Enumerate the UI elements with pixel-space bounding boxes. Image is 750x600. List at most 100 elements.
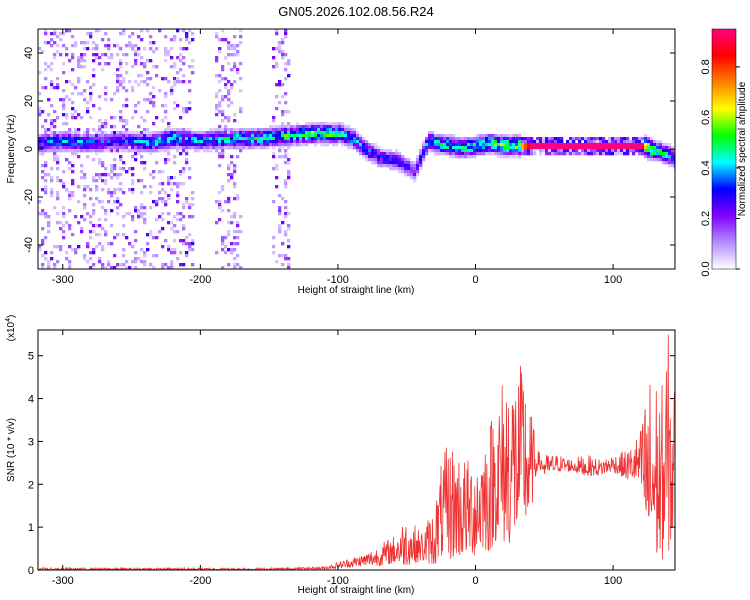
spectrogram-cell xyxy=(92,149,96,153)
spectrogram-cell xyxy=(284,128,288,132)
spectrogram-cell xyxy=(497,155,501,159)
spectrogram-cell xyxy=(485,152,489,156)
spectrogram-cell xyxy=(521,152,525,156)
spectrogram-cell xyxy=(62,122,66,126)
spectrogram-cell xyxy=(287,176,291,180)
spectrogram-cell xyxy=(71,191,75,195)
spectrogram-cell xyxy=(128,80,132,84)
spectrogram-cell xyxy=(674,164,675,168)
spectrogram-cell xyxy=(425,149,429,153)
spectrogram-cell xyxy=(80,170,84,174)
spectrogram-cell xyxy=(41,170,45,174)
spectrogram-cell xyxy=(119,137,123,141)
spectrogram-cell xyxy=(143,62,147,66)
spectrogram-cell xyxy=(125,236,129,240)
spectrogram-cell xyxy=(587,149,591,153)
spectrogram-cell xyxy=(398,164,402,168)
spectrogram-cell xyxy=(236,194,240,198)
spectrogram-cell xyxy=(302,143,306,147)
spectrogram-cell xyxy=(323,131,327,135)
spectrogram-cell xyxy=(206,134,210,138)
spectrogram-cell xyxy=(155,140,159,144)
spectrogram-cell xyxy=(221,95,225,99)
spectrogram-cell xyxy=(161,137,165,141)
spectrogram-cell xyxy=(224,128,228,132)
spectrogram-cell xyxy=(377,152,381,156)
spectrogram-cell xyxy=(290,128,294,132)
colorbar-tick-label: 0.0 xyxy=(700,261,712,276)
spectrogram-cell xyxy=(167,158,171,162)
spectrogram-cell xyxy=(188,29,192,33)
spectrogram-cell xyxy=(533,140,537,144)
spectrogram-cell xyxy=(167,149,171,153)
spectrogram-cell xyxy=(164,35,168,39)
spectrogram-cell xyxy=(95,47,99,51)
spectrogram-cell xyxy=(68,260,72,264)
spectrogram-cell xyxy=(287,146,291,150)
spectrogram-cell xyxy=(86,260,90,264)
spectrogram-cell xyxy=(104,233,108,237)
spectrogram-cell xyxy=(86,149,90,153)
spectrogram-cell xyxy=(479,152,483,156)
spectrogram-cell xyxy=(104,98,108,102)
spectrogram-cell xyxy=(110,224,114,228)
spectrogram-cell xyxy=(98,260,102,264)
spectrogram-cell xyxy=(287,212,291,216)
spectrogram-cell xyxy=(164,77,168,81)
spectrogram-cell xyxy=(233,53,237,57)
spectrogram-cell xyxy=(113,131,117,135)
spectrogram-cell xyxy=(92,209,96,213)
spectrogram-cell xyxy=(275,185,279,189)
spectrogram-cell xyxy=(173,131,177,135)
spectrogram-cell xyxy=(104,92,108,96)
spectrogram-cell xyxy=(233,248,237,252)
spectrogram-cell xyxy=(497,149,501,153)
spectrogram-cell xyxy=(260,128,264,132)
spectrogram-cell xyxy=(173,137,177,141)
spectrogram-cell xyxy=(599,146,603,150)
spectrogram-cell xyxy=(482,143,486,147)
snr-frame xyxy=(37,329,676,571)
spectrogram-cell xyxy=(188,167,192,171)
spectrogram-cell xyxy=(92,41,96,45)
spectrogram-cell xyxy=(71,152,75,156)
spectrogram-cell xyxy=(521,140,525,144)
spectrogram-cell xyxy=(167,245,171,249)
spectrogram-cell xyxy=(80,41,84,45)
spectrogram-cell xyxy=(236,134,240,138)
spectrogram-cell xyxy=(152,101,156,105)
spectrogram-cell xyxy=(374,158,378,162)
spectrogram-cell xyxy=(545,137,549,141)
spectrogram-cell xyxy=(125,131,129,135)
spectrogram-cell xyxy=(587,152,591,156)
spectrogram-cell xyxy=(77,92,81,96)
spectrogram-cell xyxy=(284,161,288,165)
spectrogram-cell xyxy=(62,71,66,75)
spectrogram-cell xyxy=(596,143,600,147)
spectrogram-cell xyxy=(116,77,120,81)
spectrogram-cell xyxy=(212,140,216,144)
spectrogram-cell xyxy=(62,143,66,147)
spectrogram-cell xyxy=(59,98,63,102)
spectrogram-cell xyxy=(218,164,222,168)
spectrogram-cell xyxy=(476,134,480,138)
spectrogram-cell xyxy=(182,224,186,228)
spectrogram-cell xyxy=(308,122,312,126)
spectrogram-cell xyxy=(224,140,228,144)
spectrogram-cell xyxy=(587,140,591,144)
spectrogram-cell xyxy=(278,206,282,210)
spectrogram-cell xyxy=(227,89,231,93)
spectrogram-cell xyxy=(251,131,255,135)
spectrogram-cell xyxy=(182,263,186,267)
spectrogram-cell xyxy=(224,38,228,42)
spectrogram-cell xyxy=(230,68,234,72)
spectrogram-cell xyxy=(188,128,192,132)
spectrogram-cell xyxy=(179,140,183,144)
spectrogram-cell xyxy=(227,80,231,84)
spectrogram-cell xyxy=(521,143,525,147)
spectrogram-cell xyxy=(98,200,102,204)
spectrogram-cell xyxy=(644,149,648,153)
spectrogram-cell xyxy=(80,137,84,141)
spectrogram-cell xyxy=(314,140,318,144)
